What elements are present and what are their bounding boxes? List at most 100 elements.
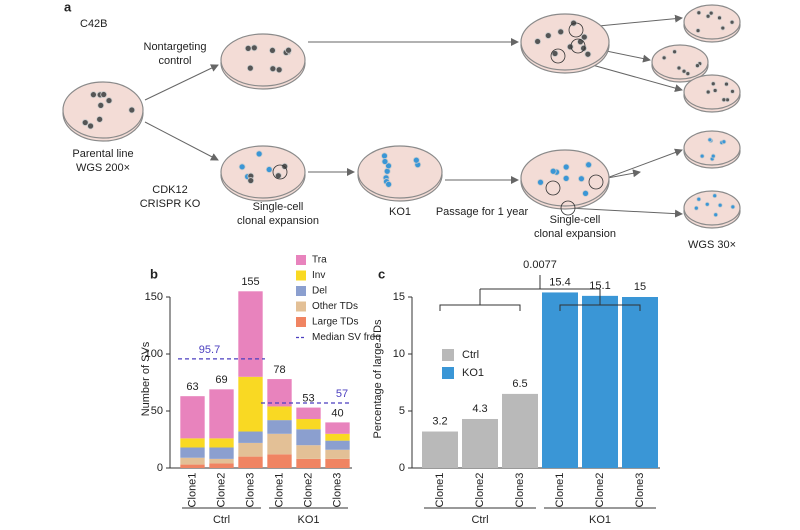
legend-swatch — [442, 349, 454, 361]
petri-dish-top — [220, 33, 306, 87]
cell — [385, 162, 392, 170]
legend-swatch — [296, 317, 306, 327]
selection-ring — [588, 174, 604, 190]
y-axis-label: Number of SVs — [140, 341, 152, 416]
legend-label: Ctrl — [462, 349, 479, 361]
value-label: 4.3 — [472, 403, 487, 415]
cell — [551, 50, 559, 57]
arrow — [567, 207, 683, 218]
y-tick-label: 0 — [399, 462, 405, 474]
selection-ring — [550, 48, 566, 64]
petri-dish-top — [357, 145, 443, 199]
bar — [502, 393, 538, 468]
cell — [275, 66, 283, 74]
cell — [713, 212, 719, 218]
cell — [672, 49, 677, 55]
cell-line: C42B — [80, 18, 108, 30]
bar-segment — [325, 440, 350, 450]
label: Single-cell — [253, 201, 304, 213]
selection-ring — [560, 200, 576, 216]
label: control — [158, 55, 191, 67]
legend-label: Other TDs — [312, 301, 358, 312]
bar-segment — [267, 454, 292, 468]
cell — [661, 55, 667, 61]
bar-segment — [180, 447, 205, 458]
cell — [721, 139, 727, 145]
x-tick-label: Clone3 — [514, 473, 526, 508]
cell — [578, 175, 585, 183]
cell — [412, 156, 420, 164]
cell — [685, 71, 691, 77]
selection-ring — [568, 22, 584, 38]
x-tick-label: Clone3 — [331, 473, 343, 508]
cell — [381, 158, 389, 165]
arrow — [144, 64, 219, 101]
cell — [534, 38, 542, 45]
panel-label: a — [64, 0, 72, 14]
bar — [462, 418, 498, 468]
cell — [549, 167, 557, 175]
legend-label: Inv — [312, 270, 325, 281]
cell — [717, 202, 723, 208]
label: KO1 — [389, 206, 411, 218]
cell — [695, 28, 701, 33]
cell — [383, 167, 391, 175]
legend-swatch — [296, 301, 306, 312]
median-label: 57 — [336, 388, 348, 400]
bar-segment — [238, 431, 263, 443]
cell — [381, 152, 388, 160]
bar-segment — [267, 379, 292, 407]
cell — [544, 32, 552, 39]
bar-segment — [325, 433, 350, 441]
cell — [712, 88, 718, 93]
bar-segment — [267, 420, 292, 434]
bar-segment — [267, 433, 292, 455]
arrow — [595, 148, 683, 183]
cell — [724, 81, 729, 87]
bar-segment — [296, 458, 321, 468]
cell — [696, 10, 702, 16]
bar-segment — [296, 407, 321, 419]
bar-segment — [209, 458, 234, 464]
cell — [87, 122, 94, 130]
bar-segment — [238, 291, 263, 377]
cell — [247, 177, 255, 184]
bar-segment — [209, 447, 234, 459]
value-label: 15 — [634, 281, 646, 293]
total-label: 155 — [241, 276, 259, 288]
bar-segment — [238, 442, 263, 457]
label: Single-cell — [550, 214, 601, 226]
bar-segment — [238, 376, 263, 432]
bar-segment — [180, 457, 205, 465]
petri-dish-top — [220, 145, 306, 199]
legend-swatch — [296, 286, 306, 296]
legend-label: Median SV freq — [312, 332, 381, 343]
cell — [582, 189, 589, 197]
cell — [705, 13, 711, 19]
cell — [720, 25, 726, 31]
label: clonal expansion — [534, 228, 616, 240]
y-tick-label: 150 — [145, 291, 163, 303]
cell — [81, 119, 89, 126]
x-tick-label: Clone2 — [474, 473, 486, 508]
x-tick-label: Clone3 — [244, 473, 256, 508]
cell — [537, 178, 544, 186]
bar — [582, 295, 618, 468]
cell — [385, 180, 393, 188]
bar — [542, 292, 578, 468]
value-label: 3.2 — [432, 415, 447, 427]
petri-dish-top — [651, 44, 709, 80]
label: CDK12 — [152, 184, 187, 196]
cell — [566, 43, 574, 51]
cell — [562, 163, 570, 171]
label: WGS 30× — [688, 239, 736, 251]
y-tick-label: 15 — [393, 291, 405, 303]
legend-label: Large TDs — [312, 317, 359, 328]
cell — [285, 46, 292, 54]
group-label: KO1 — [589, 514, 611, 526]
bar-segment — [325, 449, 350, 459]
group-label: Ctrl — [213, 514, 230, 526]
cell — [238, 163, 246, 171]
